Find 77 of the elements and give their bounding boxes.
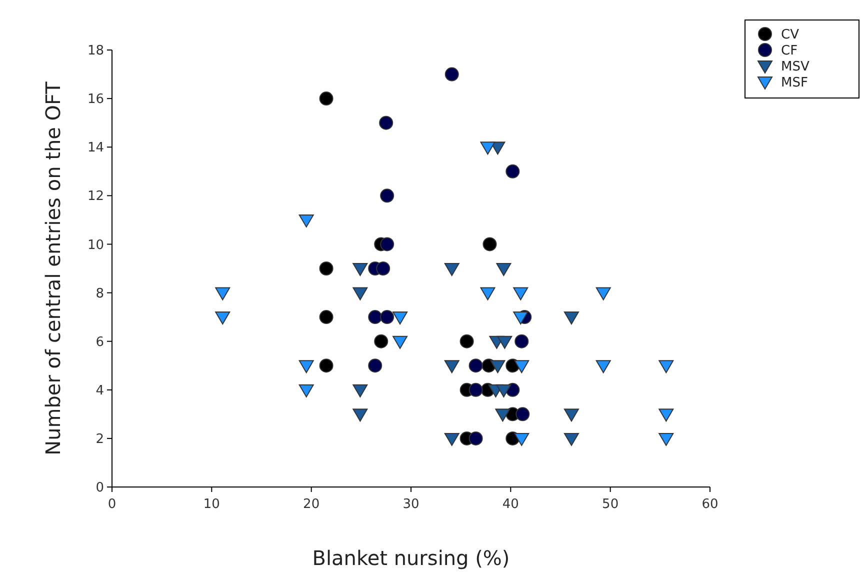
point: [444, 432, 460, 446]
x-tick-label: 10: [203, 497, 220, 512]
point: [368, 358, 382, 373]
point: [468, 431, 483, 446]
point: [482, 237, 497, 252]
point: [379, 116, 394, 130]
point: [506, 164, 520, 178]
y-tick-label: 10: [87, 238, 104, 253]
x-tick-label: 50: [602, 497, 619, 512]
point: [564, 408, 579, 422]
x-tick-label: 60: [702, 497, 718, 512]
point: [376, 262, 390, 276]
legend-label: CF: [781, 44, 798, 59]
y-tick-label: 12: [87, 189, 104, 204]
point: [319, 92, 334, 106]
y-tick-label: 18: [87, 44, 104, 59]
point: [319, 358, 334, 373]
point: [319, 262, 334, 276]
point: [513, 287, 528, 300]
point: [352, 408, 368, 422]
point: [460, 334, 474, 348]
point: [513, 312, 528, 325]
point: [658, 360, 674, 374]
y-tick-label: 4: [96, 383, 104, 398]
y-tick-label: 16: [87, 92, 104, 108]
point: [380, 188, 394, 203]
point: [374, 334, 388, 348]
point: [468, 382, 483, 397]
x-tick-label: 20: [303, 497, 320, 512]
point: [352, 384, 368, 398]
point: [352, 263, 368, 276]
x-tick-label: 0: [108, 497, 116, 512]
point: [514, 432, 530, 446]
point: [392, 312, 408, 325]
point: [514, 334, 529, 348]
y-axis-title: Number of central entries on the OFT: [41, 80, 65, 456]
point: [564, 432, 579, 446]
legend-label: MSV: [781, 60, 810, 75]
point: [480, 142, 496, 155]
point: [298, 214, 314, 228]
point: [596, 360, 611, 374]
point: [368, 310, 382, 324]
point: [658, 432, 674, 446]
point: [444, 67, 459, 82]
point: [516, 407, 530, 422]
point: [444, 263, 460, 276]
point: [497, 336, 512, 349]
point: [596, 287, 611, 300]
point: [496, 263, 512, 276]
x-tick-label: 40: [502, 497, 519, 512]
point: [352, 287, 368, 300]
point: [215, 312, 230, 325]
point: [298, 384, 314, 398]
x-tick-label: 30: [402, 497, 420, 512]
point: [496, 384, 512, 398]
y-tick-label: 8: [96, 286, 104, 302]
point: [444, 360, 460, 374]
point: [490, 360, 506, 374]
point: [564, 312, 579, 325]
x-axis-title: Blanket nursing (%): [312, 546, 510, 570]
point: [319, 310, 334, 324]
legend-label: MSF: [781, 76, 808, 91]
y-tick-label: 0: [96, 480, 104, 496]
point: [380, 310, 394, 324]
point: [468, 358, 483, 373]
point: [658, 408, 674, 422]
legend-label: CV: [781, 28, 800, 43]
point: [495, 408, 510, 422]
y-tick-label: 6: [96, 334, 104, 350]
point: [215, 287, 230, 300]
point: [480, 287, 496, 300]
point: [380, 237, 394, 252]
point: [392, 336, 408, 349]
point: [514, 360, 530, 374]
y-tick-label: 14: [87, 140, 104, 156]
point: [298, 360, 314, 374]
y-tick-label: 2: [96, 432, 104, 447]
